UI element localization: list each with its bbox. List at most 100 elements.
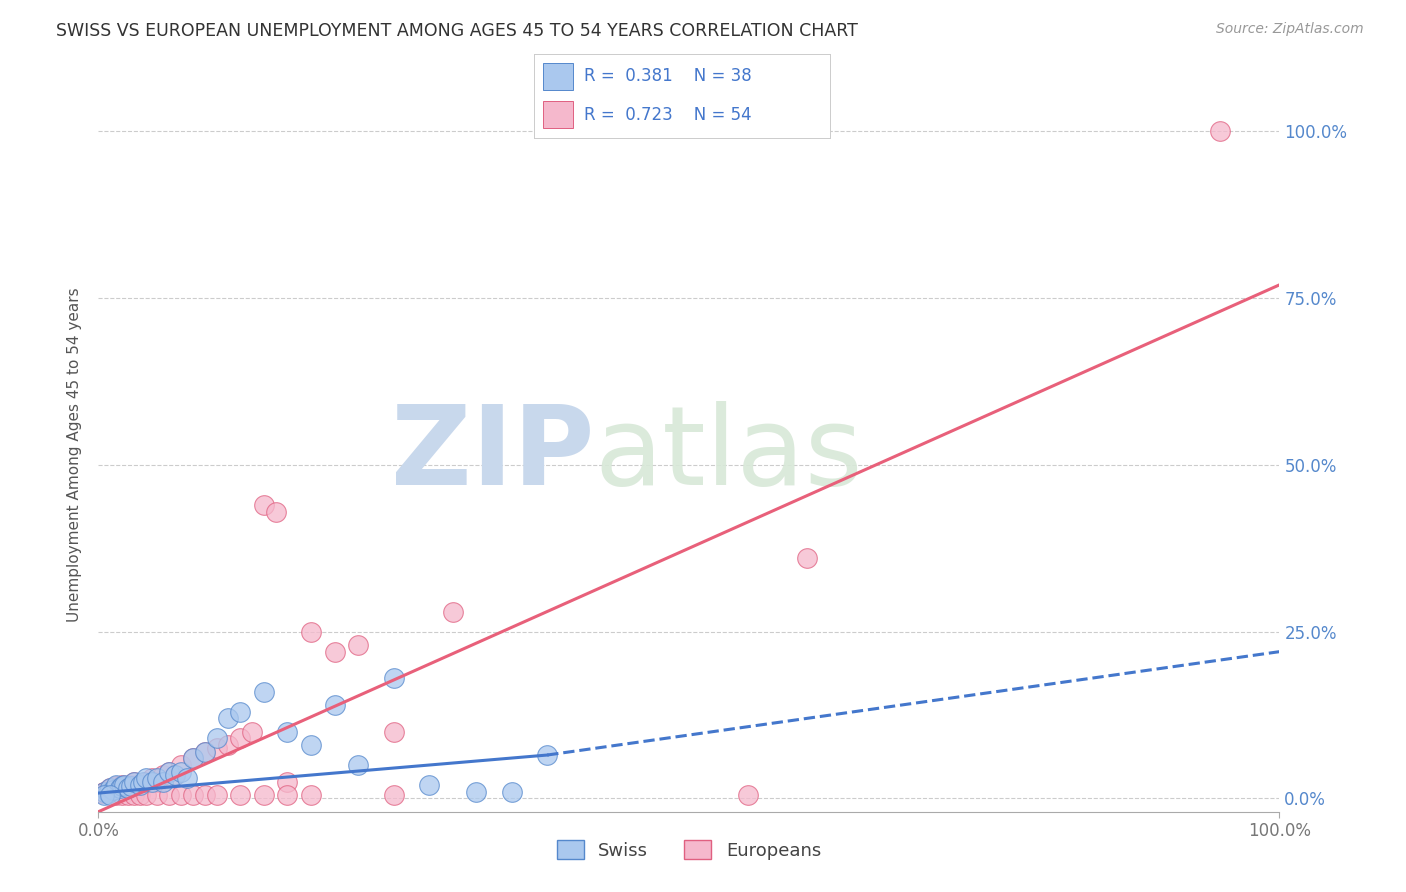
Point — [194, 745, 217, 759]
Point — [141, 774, 163, 789]
Point — [382, 671, 405, 685]
Point — [276, 788, 298, 802]
Point — [108, 781, 131, 796]
Point — [229, 705, 252, 719]
Point — [111, 788, 134, 802]
Point — [128, 778, 150, 792]
Point — [194, 745, 217, 759]
Point — [121, 780, 143, 794]
Point — [229, 788, 252, 802]
Point — [111, 780, 134, 794]
Point — [111, 778, 134, 792]
Point — [146, 788, 169, 802]
Point — [323, 698, 346, 712]
Point — [240, 724, 263, 739]
Point — [157, 764, 180, 779]
Point — [181, 788, 204, 802]
Point — [91, 786, 114, 800]
Point — [253, 684, 276, 698]
Point — [217, 711, 239, 725]
Y-axis label: Unemployment Among Ages 45 to 54 years: Unemployment Among Ages 45 to 54 years — [67, 287, 83, 623]
Point — [117, 781, 139, 796]
Point — [152, 774, 174, 789]
Legend: Swiss, Europeans: Swiss, Europeans — [550, 833, 828, 867]
Point — [165, 768, 187, 782]
Text: Source: ZipAtlas.com: Source: ZipAtlas.com — [1216, 22, 1364, 37]
Point — [93, 785, 115, 799]
Point — [128, 778, 150, 792]
Point — [737, 788, 759, 802]
Point — [93, 788, 115, 802]
Point — [93, 785, 115, 799]
Point — [181, 751, 204, 765]
Point — [170, 788, 193, 802]
Point — [382, 788, 405, 802]
Point — [229, 731, 252, 746]
Text: R =  0.723    N = 54: R = 0.723 N = 54 — [585, 105, 752, 123]
Point — [101, 783, 124, 797]
Text: SWISS VS EUROPEAN UNEMPLOYMENT AMONG AGES 45 TO 54 YEARS CORRELATION CHART: SWISS VS EUROPEAN UNEMPLOYMENT AMONG AGE… — [56, 22, 858, 40]
Point — [122, 788, 145, 802]
Point — [112, 780, 135, 794]
Point — [441, 605, 464, 619]
Point — [135, 774, 157, 789]
Point — [323, 645, 346, 659]
Point — [299, 788, 322, 802]
Text: ZIP: ZIP — [391, 401, 595, 508]
Point — [121, 778, 143, 792]
Point — [105, 788, 128, 802]
Text: R =  0.381    N = 38: R = 0.381 N = 38 — [585, 68, 752, 86]
Point — [382, 724, 405, 739]
Point — [276, 774, 298, 789]
Point — [170, 764, 193, 779]
Point — [1209, 124, 1232, 138]
Point — [176, 772, 198, 786]
Point — [97, 783, 120, 797]
Point — [157, 788, 180, 802]
Point — [98, 781, 121, 796]
Point — [146, 774, 169, 789]
Point — [347, 638, 370, 652]
Point — [418, 778, 440, 792]
Point — [501, 785, 523, 799]
Point — [205, 741, 228, 756]
Point — [536, 747, 558, 762]
Point — [170, 758, 193, 772]
Point — [98, 781, 121, 796]
Point — [122, 774, 145, 789]
Point — [105, 778, 128, 792]
Point — [108, 781, 131, 796]
Point — [253, 788, 276, 802]
Point — [128, 788, 150, 802]
Point — [165, 768, 187, 782]
Point — [117, 788, 139, 802]
FancyBboxPatch shape — [543, 101, 572, 128]
Point — [117, 781, 139, 796]
Point — [152, 768, 174, 782]
Point — [98, 788, 121, 802]
Point — [264, 505, 287, 519]
FancyBboxPatch shape — [543, 62, 572, 90]
Point — [112, 778, 135, 792]
Point — [157, 764, 180, 779]
Point — [347, 758, 370, 772]
Point — [135, 788, 157, 802]
Point — [276, 724, 298, 739]
Point — [465, 785, 488, 799]
Text: atlas: atlas — [595, 401, 863, 508]
Point — [122, 774, 145, 789]
Point — [796, 551, 818, 566]
Point — [105, 780, 128, 794]
Point — [101, 783, 124, 797]
Point — [141, 772, 163, 786]
Point — [132, 774, 155, 789]
Point — [135, 772, 157, 786]
Point — [205, 788, 228, 802]
Point — [181, 751, 204, 765]
Point — [253, 498, 276, 512]
Point — [299, 624, 322, 639]
Point — [146, 772, 169, 786]
Point — [217, 738, 239, 752]
Point — [194, 788, 217, 802]
Point — [205, 731, 228, 746]
